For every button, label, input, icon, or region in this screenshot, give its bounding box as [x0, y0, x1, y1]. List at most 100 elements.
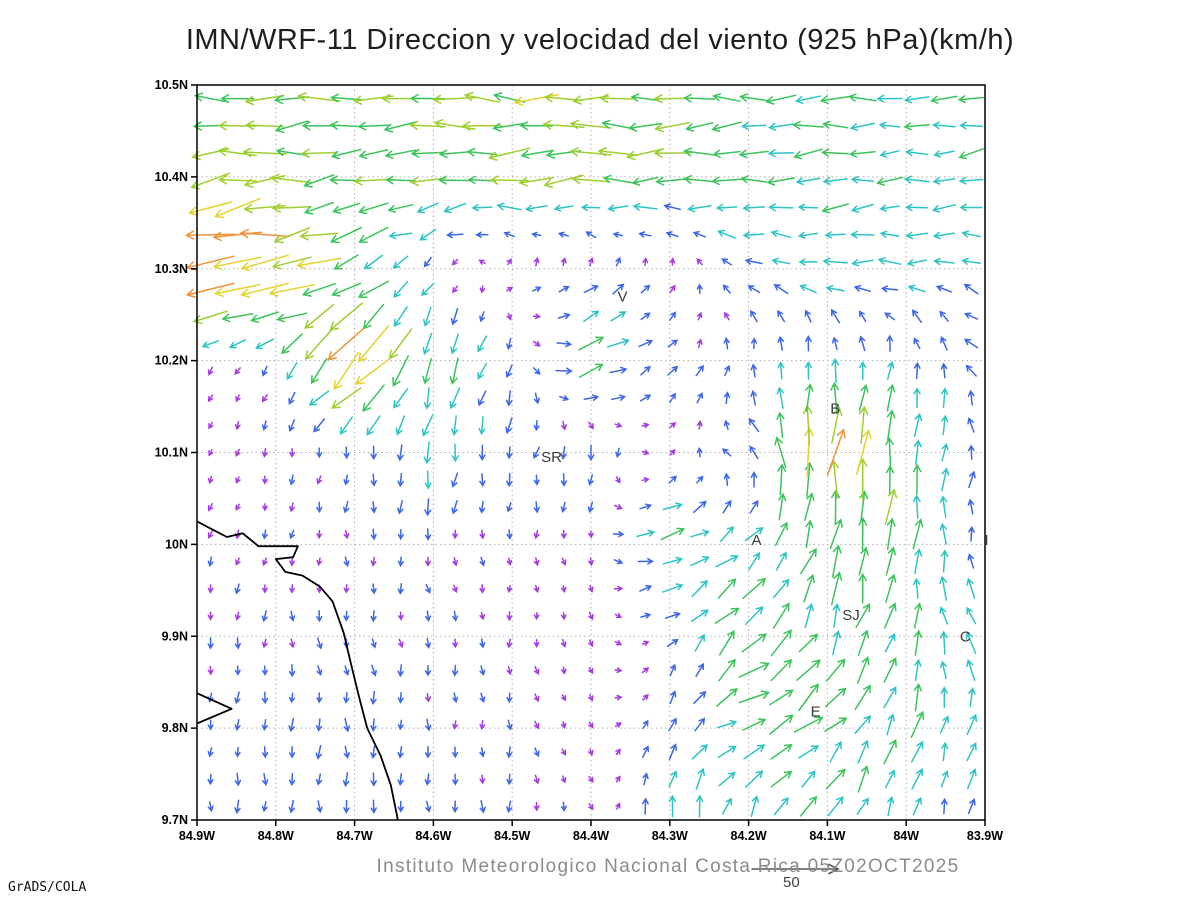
wind-arrow [410, 148, 445, 158]
wind-arrow [717, 745, 737, 759]
wind-arrow [533, 446, 540, 460]
wind-arrow [820, 148, 850, 157]
wind-arrow [825, 658, 846, 682]
chart-title: IMN/WRF-11 Direccion y velocidad del vie… [185, 24, 1015, 56]
wind-arrow [669, 257, 676, 266]
wind-arrow [506, 286, 514, 293]
wind-arrow [599, 93, 637, 104]
wind-arrow [940, 686, 948, 708]
wind-arrow [560, 557, 567, 566]
wind-arrow [452, 773, 459, 786]
wind-arrow [879, 150, 900, 158]
wind-arrow [452, 285, 459, 294]
wind-arrow [723, 472, 730, 487]
wind-arrow [506, 692, 513, 704]
wind-arrow [819, 95, 851, 105]
wind-arrow [207, 502, 214, 512]
wind-arrow [588, 721, 594, 729]
wind-arrow [409, 120, 447, 131]
lon-tick-label: 84.1W [809, 829, 845, 843]
wind-arrow [397, 692, 404, 704]
wind-arrow [717, 229, 736, 239]
wind-arrow [940, 797, 948, 815]
footer-annotation: Instituto Meteorologico Nacional Costa R… [376, 856, 960, 877]
wind-arrow [330, 387, 362, 409]
wind-arrow [741, 633, 768, 653]
wind-arrow [668, 770, 678, 788]
wind-arrow [614, 694, 623, 701]
wind-arrow [424, 470, 432, 490]
wind-arrow [849, 122, 875, 132]
wind-arrow [250, 311, 280, 323]
wind-arrow [824, 231, 846, 239]
wind-arrow [773, 797, 789, 816]
wind-arrow [903, 122, 930, 131]
wind-arrow [907, 284, 926, 293]
wind-arrow [791, 120, 825, 130]
wind-arrow [669, 284, 676, 294]
wind-arrow [452, 584, 458, 594]
wind-arrow [370, 610, 377, 623]
wind-arrow [343, 529, 350, 540]
wind-arrow [313, 418, 326, 433]
wind-arrow [452, 692, 459, 704]
wind-arrow [615, 748, 621, 756]
wind-arrow [625, 148, 665, 161]
wind-arrow [357, 202, 389, 215]
wind-arrow [532, 340, 541, 347]
wind-arrow [666, 638, 679, 648]
wind-arrow [261, 719, 268, 732]
wind-arrow [533, 529, 540, 540]
wind-arrow [388, 231, 413, 240]
wind-arrow [370, 664, 377, 677]
wind-arrow [777, 335, 785, 351]
wind-arrow [533, 501, 540, 514]
wind-arrow [234, 719, 241, 732]
wind-arrow [805, 519, 814, 549]
wind-arrow [578, 336, 605, 351]
wind-arrow [694, 633, 705, 652]
wind-arrow [208, 421, 214, 430]
wind-arrow [556, 340, 573, 348]
wind-arrow [776, 386, 785, 409]
wind-arrow [397, 556, 404, 568]
wind-arrow [940, 336, 948, 351]
wind-arrow [750, 309, 758, 323]
wind-arrow [858, 546, 869, 576]
wind-arrow [884, 488, 898, 525]
wind-arrow [690, 609, 709, 623]
wind-arrow [583, 310, 600, 323]
wind-arrow [370, 745, 377, 759]
wind-arrow [774, 521, 788, 547]
wind-arrow [967, 798, 976, 815]
wind-arrow [607, 338, 630, 348]
grads-credit: GrADS/COLA [8, 880, 87, 895]
wind-arrow [738, 690, 771, 704]
wind-arrow [723, 419, 730, 431]
wind-arrow [271, 256, 312, 270]
wind-arrow [533, 720, 540, 730]
wind-arrow [557, 231, 570, 238]
wind-arrow [533, 747, 540, 758]
wind-arrow [717, 719, 738, 729]
wind-arrow [506, 719, 513, 731]
wind-arrow [370, 690, 377, 705]
wind-arrow [793, 148, 823, 160]
wind-arrow [583, 394, 600, 402]
wind-arrow [770, 229, 792, 239]
wind-arrow [615, 802, 621, 810]
wind-arrow [831, 358, 840, 383]
wind-arrow [655, 176, 690, 186]
wind-arrow [905, 231, 929, 240]
wind-arrow [662, 556, 684, 565]
wind-arrow [477, 390, 487, 407]
wind-arrow [912, 577, 921, 599]
wind-arrow [416, 202, 439, 214]
wind-arrow [821, 203, 850, 214]
wind-arrow [425, 800, 432, 813]
wind-arrow [370, 799, 377, 815]
wind-arrow [214, 197, 261, 219]
wind-arrow [445, 231, 464, 239]
wind-arrow [696, 475, 704, 484]
wind-arrow [424, 528, 432, 541]
